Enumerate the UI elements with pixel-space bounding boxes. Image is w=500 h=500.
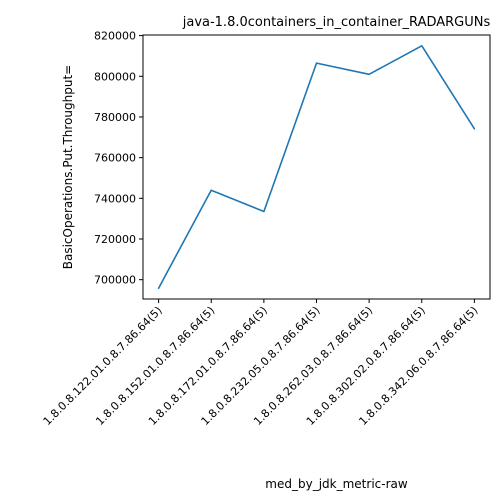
plot-area: [142, 34, 491, 300]
plot-frame: [142, 34, 491, 300]
x-axis: 1.8.0.8.122.01.0.8.7.86.64(5)1.8.0.8.152…: [41, 299, 481, 428]
y-axis: 700000 720000 740000 760000 780000 800000 8200…: [94, 30, 143, 287]
y-tick-label: 720000: [94, 233, 136, 246]
y-tick-label: 740000: [94, 192, 136, 205]
x-axis-label: med_by_jdk_metric-raw: [265, 477, 408, 491]
y-tick-label: 700000: [94, 274, 136, 287]
y-axis-label: BasicOperations.Put.Throughput=: [61, 65, 75, 269]
y-tick-label: 760000: [94, 152, 136, 165]
chart-title: java-1.8.0containers_in_container_RADARG…: [182, 15, 491, 30]
y-tick-label: 820000: [94, 30, 136, 43]
series-line: [157, 45, 476, 289]
y-tick-label: 780000: [94, 111, 136, 124]
y-tick-label: 800000: [94, 70, 136, 83]
